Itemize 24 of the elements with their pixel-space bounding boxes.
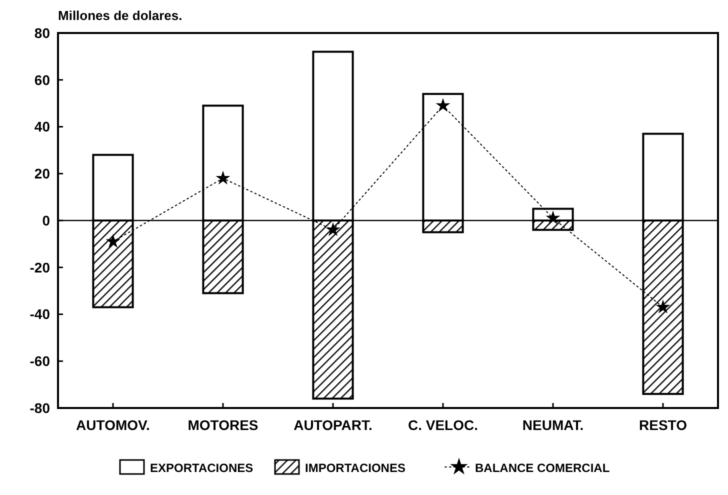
y-tick-label: 20 (34, 166, 50, 182)
legend-label: IMPORTACIONES (305, 461, 406, 475)
x-tick-label: AUTOMOV. (76, 417, 150, 433)
legend-label: EXPORTACIONES (150, 461, 254, 475)
point (436, 99, 450, 112)
x-tick-label: AUTOPART. (294, 417, 372, 433)
x-tick-label: MOTORES (188, 417, 258, 433)
x-tick-label: NEUMAT. (522, 417, 584, 433)
y-tick-label: 40 (34, 118, 50, 135)
y-tick-label: -40 (30, 306, 50, 322)
y-tick-label: 80 (34, 24, 50, 41)
point (656, 300, 670, 313)
y-tick-label: -20 (30, 259, 50, 276)
y-tick-label: 0 (42, 212, 50, 228)
x-tick-label: RESTO (639, 417, 688, 433)
point (106, 235, 120, 247)
y-tick-label: 60 (34, 72, 50, 88)
y-tick-label: -80 (30, 400, 50, 416)
legend-label: BALANCE COMERCIAL (475, 461, 610, 475)
y-axis-title: Millones de dolares. (58, 8, 182, 23)
x-tick-label: C. VELOC. (408, 417, 478, 433)
point (326, 223, 340, 236)
y-tick-label: -60 (30, 353, 50, 370)
point (216, 172, 230, 184)
